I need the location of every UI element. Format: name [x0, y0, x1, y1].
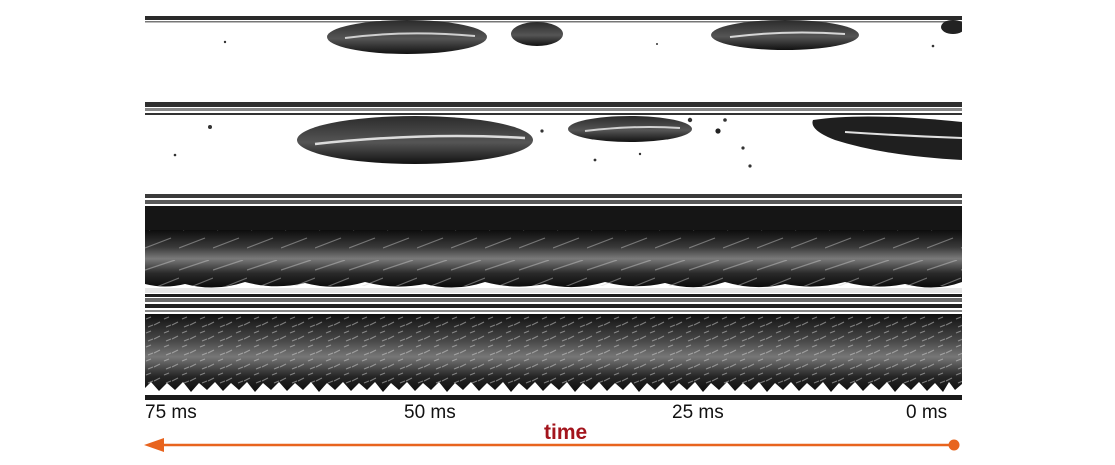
time-arrow-head — [144, 438, 164, 452]
time-axis-label: time — [544, 421, 588, 444]
frame-strip-annular-flow — [145, 302, 962, 400]
time-tick-label-0ms: 0 ms — [906, 402, 948, 423]
time-arrow-origin-dot — [948, 439, 960, 451]
slug-flow-image-1 — [145, 10, 962, 90]
time-tick-label-25ms: 25 ms — [672, 402, 724, 423]
frame-strip-slug-flow-2 — [145, 98, 962, 198]
time-arrow — [144, 438, 960, 452]
churn-flow-image — [145, 200, 962, 302]
time-tick-label-75ms: 75 ms — [145, 402, 197, 423]
frame-strip-churn-flow — [145, 200, 962, 302]
annular-flow-image — [145, 302, 962, 400]
slug-flow-image-2 — [145, 98, 962, 198]
time-tick-label-50ms: 50 ms — [404, 402, 456, 423]
frame-strip-slug-flow-1 — [145, 10, 962, 90]
